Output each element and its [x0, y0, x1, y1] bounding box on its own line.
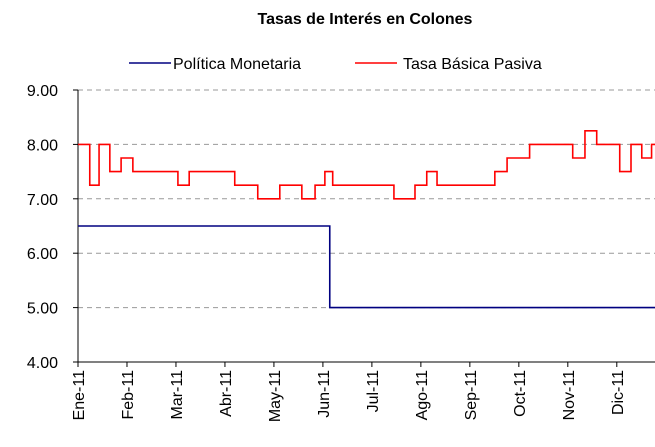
series-line — [78, 225, 655, 309]
x-tick-label: Oct-11 — [512, 370, 529, 417]
x-tick-label: Jun-11 — [316, 370, 333, 418]
y-tick-label: 7.00 — [27, 192, 58, 209]
x-tick-label: Ago-11 — [414, 370, 431, 421]
x-tick-label: Dic-11 — [610, 370, 627, 415]
y-tick-label: 4.00 — [27, 355, 58, 372]
x-tick-label: Sep-11 — [463, 370, 480, 421]
chart-title: Tasas de Interés en Colones — [258, 11, 473, 28]
legend-label: Política Monetaria — [173, 56, 301, 73]
x-tick-label: May-11 — [267, 370, 284, 422]
y-tick-label: 6.00 — [27, 246, 58, 263]
x-tick-label: Ene-11 — [71, 370, 88, 421]
legend-label: Tasa Básica Pasiva — [403, 56, 542, 73]
x-tick-label: Mar-11 — [169, 370, 186, 420]
y-tick-label: 9.00 — [27, 83, 58, 100]
x-tick-label: Feb-11 — [120, 370, 137, 420]
x-tick-label: Jul-11 — [365, 370, 382, 412]
y-tick-label: 8.00 — [27, 137, 58, 154]
y-tick-label: 5.00 — [27, 301, 58, 318]
x-tick-label: Nov-11 — [561, 370, 578, 420]
x-tick-label: Abr-11 — [218, 370, 235, 417]
series-line — [78, 130, 655, 200]
